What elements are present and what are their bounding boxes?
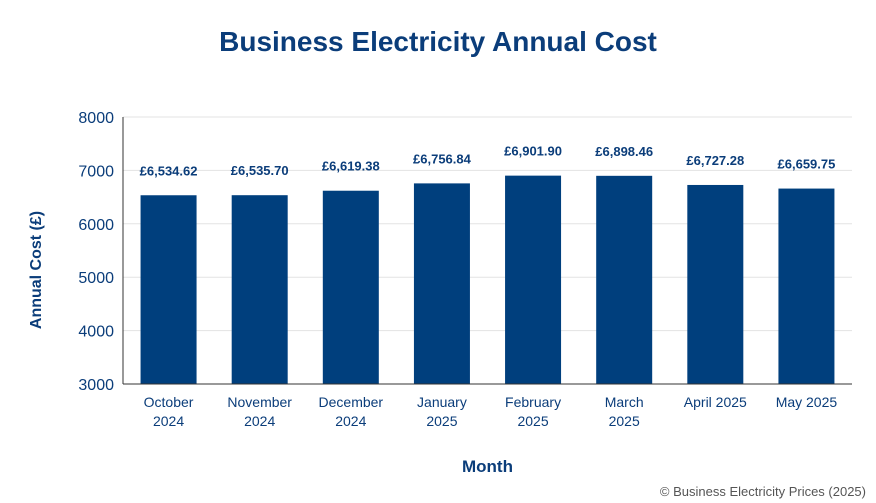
y-axis-title: Annual Cost (£): [28, 211, 45, 329]
x-tick-label: March 2025: [605, 394, 644, 429]
x-tick-label-line: February: [505, 394, 561, 410]
x-tick-label: January 2025: [417, 394, 467, 429]
x-tick-label-line: 2025: [426, 413, 457, 429]
x-tick-label-line: November: [227, 394, 292, 410]
data-label: £6,535.70: [231, 163, 289, 178]
data-label: £6,756.84: [413, 151, 472, 166]
data-label: £6,619.38: [322, 159, 380, 174]
x-axis-title: Month: [462, 457, 513, 476]
bar: [596, 175, 653, 384]
x-tick-label-line: April 2025: [684, 394, 747, 410]
x-tick-label-line: March: [605, 394, 644, 410]
x-tick-label: December 2024: [319, 394, 384, 429]
data-label: £6,901.90: [504, 144, 562, 159]
y-tick-label: 3000: [78, 377, 114, 394]
bar: [322, 190, 379, 384]
x-tick-label-line: October: [144, 394, 194, 410]
data-label: £6,534.62: [140, 163, 198, 178]
data-label: £6,659.75: [778, 157, 836, 172]
x-tick-label-line: 2024: [244, 413, 275, 429]
y-tick-label: 8000: [78, 110, 114, 127]
bar: [140, 195, 197, 384]
bar: [413, 183, 470, 384]
copyright-footer: © Business Electricity Prices (2025): [659, 484, 866, 499]
bar: [231, 195, 288, 384]
x-tick-label: November 2024: [227, 394, 292, 429]
bar: [505, 175, 562, 384]
x-tick-label: February 2025: [505, 394, 561, 429]
chart-title: Business Electricity Annual Cost: [219, 26, 657, 57]
x-tick-label-line: 2025: [517, 413, 548, 429]
y-tick-label: 4000: [78, 324, 114, 341]
x-tick-label-line: January: [417, 394, 467, 410]
y-tick-label: 6000: [78, 217, 114, 234]
x-tick-label-line: December: [319, 394, 384, 410]
x-tick-label-line: 2025: [609, 413, 640, 429]
x-tick-label-line: 2024: [153, 413, 184, 429]
x-tick-label-line: 2024: [335, 413, 366, 429]
data-label: £6,898.46: [595, 144, 653, 159]
data-label: £6,727.28: [686, 153, 744, 168]
y-tick-label: 7000: [78, 163, 114, 180]
bar: [778, 188, 835, 384]
bar: [687, 184, 744, 384]
x-tick-label: October 2024: [144, 394, 194, 429]
x-tick-label: May 2025: [776, 394, 838, 410]
y-tick-label: 5000: [78, 270, 114, 287]
x-tick-label-line: May 2025: [776, 394, 838, 410]
x-tick-label: April 2025: [684, 394, 747, 410]
